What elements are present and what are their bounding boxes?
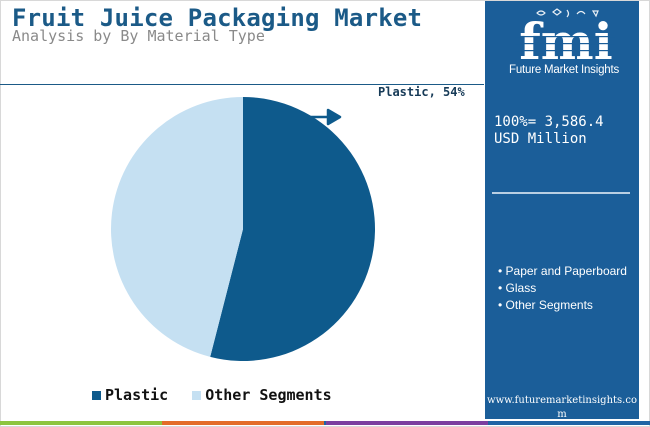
pie-chart: [111, 97, 376, 361]
panel-divider: [492, 192, 630, 194]
logo-caption: Future Market Insights: [509, 64, 620, 76]
title-divider: [0, 84, 484, 85]
footer-bar-purple: [326, 421, 488, 425]
pie-slice-other-segments: [111, 97, 243, 357]
legend-label-plastic: Plastic: [105, 386, 169, 404]
legend-item-other: Other Segments: [192, 386, 332, 404]
legend-item-plastic: Plastic: [92, 386, 168, 404]
footer-bar-blue: [324, 421, 326, 425]
side-panel: fmi Future Market Insights 100%= 3,586.4…: [485, 1, 639, 420]
segment-item-paper: • Paper and Paperboard: [498, 264, 627, 278]
chart-subtitle: Analysis by By Material Type: [12, 27, 265, 45]
legend-swatch-other: [192, 390, 202, 400]
legend-label-other: Other Segments: [205, 386, 332, 404]
legend-swatch-plastic: [92, 390, 101, 400]
chart-legend: Plastic Other Segments: [92, 386, 356, 404]
footer-bar-green: [0, 421, 162, 425]
market-total-value: 100%= 3,586.4: [494, 114, 604, 130]
market-total-unit: USD Million: [494, 131, 587, 147]
footer-bar-blue-right: [488, 421, 650, 425]
segment-item-glass: • Glass: [498, 281, 537, 295]
chart-title: Fruit Juice Packaging Market: [12, 4, 423, 32]
logo-letters: fmi: [519, 12, 612, 67]
market-total: 100%= 3,586.4 USD Million: [494, 114, 604, 148]
footer-bar-orange: [162, 421, 324, 425]
callout-arrow: [296, 108, 342, 126]
pie-slice-plastic: [210, 97, 376, 361]
website-link[interactable]: www.futuremarketinsights.com: [487, 395, 637, 420]
slice-label-plastic: Plastic, 54%: [378, 85, 465, 99]
other-segments-list: • Paper and Paperboard • Glass • Other S…: [498, 263, 633, 314]
segment-item-other: • Other Segments: [498, 298, 593, 312]
fmi-logo: fmi: [515, 8, 615, 67]
